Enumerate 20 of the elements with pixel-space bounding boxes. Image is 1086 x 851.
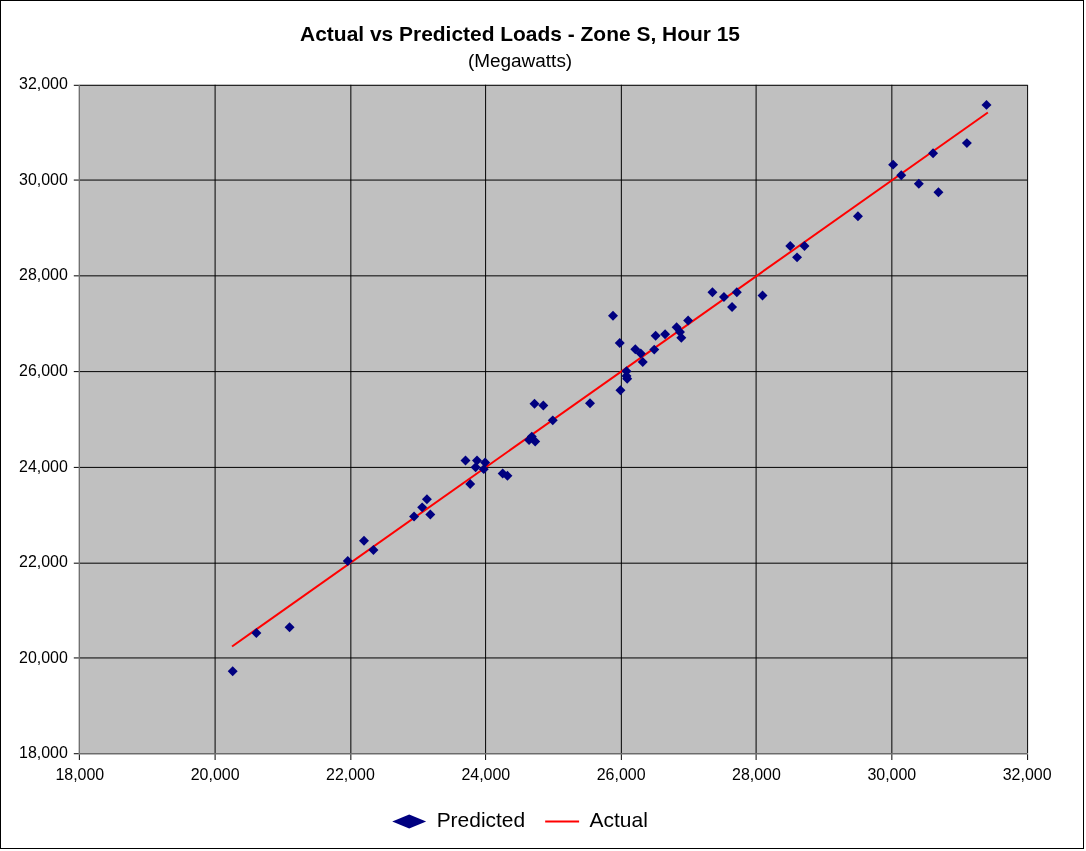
x-tick-label: 30,000 — [867, 765, 917, 783]
y-tick-label: 30,000 — [19, 170, 68, 188]
y-tick-label: 28,000 — [19, 266, 68, 284]
legend-label: Actual — [589, 808, 648, 832]
chart-title: Actual vs Predicted Loads - Zone S, Hour 15 — [300, 22, 741, 46]
x-tick-label: 22,000 — [326, 765, 375, 783]
chart-subtitle: (Megawatts) — [467, 49, 573, 71]
x-tick-label: 32,000 — [1002, 765, 1052, 783]
x-tick-label: 24,000 — [461, 765, 511, 783]
x-tick-label: 26,000 — [596, 765, 646, 783]
y-tick-label: 24,000 — [19, 457, 68, 475]
y-tick-label: 22,000 — [19, 553, 68, 571]
y-tick-label: 20,000 — [19, 648, 68, 666]
x-tick-label: 20,000 — [190, 765, 240, 783]
y-tick-label: 32,000 — [19, 75, 68, 93]
y-tick-label: 26,000 — [19, 362, 68, 380]
y-tick-label: 18,000 — [19, 744, 68, 762]
x-tick-label: 18,000 — [55, 765, 105, 783]
x-tick-label: 28,000 — [732, 765, 781, 783]
legend-label: Predicted — [436, 808, 526, 832]
